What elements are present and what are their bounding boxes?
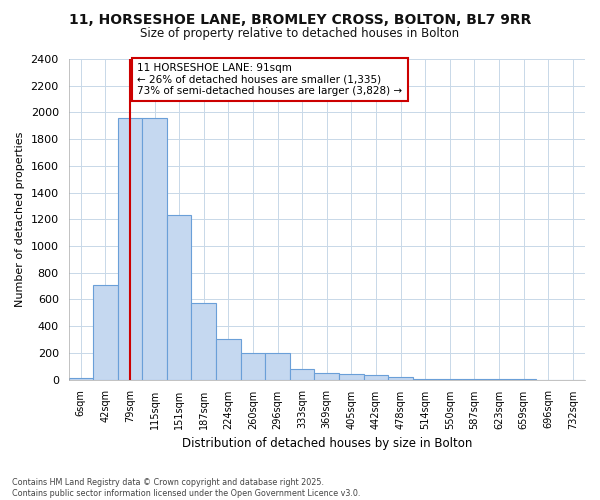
Bar bbox=[216, 339, 241, 380]
Bar bbox=[364, 375, 388, 380]
Bar bbox=[339, 374, 364, 380]
Bar bbox=[241, 353, 265, 380]
Text: 11, HORSESHOE LANE, BROMLEY CROSS, BOLTON, BL7 9RR: 11, HORSESHOE LANE, BROMLEY CROSS, BOLTO… bbox=[69, 12, 531, 26]
Text: 11 HORSESHOE LANE: 91sqm
← 26% of detached houses are smaller (1,335)
73% of sem: 11 HORSESHOE LANE: 91sqm ← 26% of detach… bbox=[137, 63, 403, 96]
Bar bbox=[290, 369, 314, 380]
Bar bbox=[93, 284, 118, 380]
Bar bbox=[68, 378, 93, 380]
Bar bbox=[191, 303, 216, 380]
X-axis label: Distribution of detached houses by size in Bolton: Distribution of detached houses by size … bbox=[182, 437, 472, 450]
Bar bbox=[118, 118, 142, 380]
Bar bbox=[314, 373, 339, 380]
Y-axis label: Number of detached properties: Number of detached properties bbox=[15, 132, 25, 307]
Bar bbox=[142, 118, 167, 380]
Bar bbox=[167, 214, 191, 380]
Text: Contains HM Land Registry data © Crown copyright and database right 2025.
Contai: Contains HM Land Registry data © Crown c… bbox=[12, 478, 361, 498]
Text: Size of property relative to detached houses in Bolton: Size of property relative to detached ho… bbox=[140, 28, 460, 40]
Bar bbox=[388, 377, 413, 380]
Bar bbox=[413, 379, 437, 380]
Bar bbox=[265, 353, 290, 380]
